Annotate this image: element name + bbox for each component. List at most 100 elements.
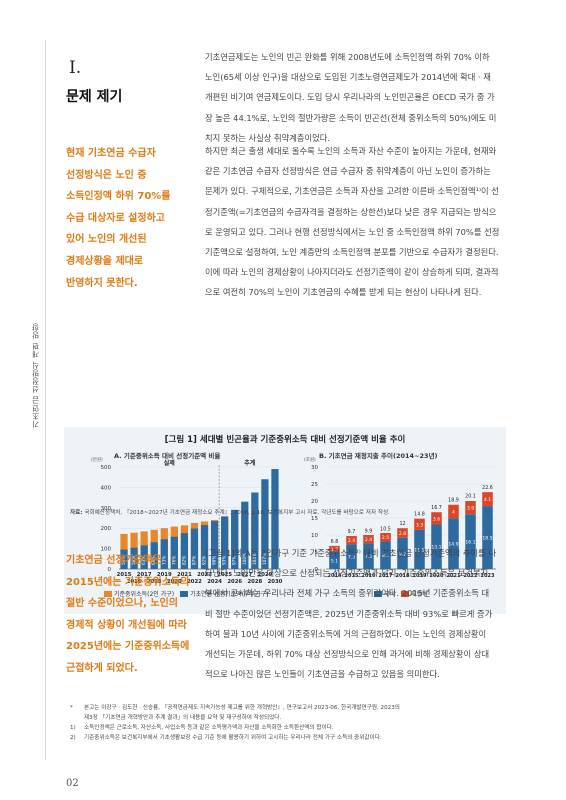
highlight-line: 현재 기초연금 수급자 bbox=[66, 148, 156, 159]
legend-label: 기준중위소득(2인 가구) bbox=[114, 591, 175, 598]
bar-local bbox=[431, 512, 442, 525]
legend-label: 국비 bbox=[384, 591, 396, 598]
unit-label-b: (조원) bbox=[304, 456, 316, 463]
text-line: 타낸다. 노인만을 대상으로 산정되는 선정기준액과 달리, 기준중위소득은 보… bbox=[205, 568, 489, 579]
highlight-line: 절반 수준이었으나, 노인의 bbox=[66, 598, 178, 610]
legend-swatch bbox=[180, 590, 189, 597]
side-running-title: 기초연금 선정방식 개편 방향 bbox=[31, 323, 40, 428]
footnote: 1) 소득인정액은 근로소득, 자산소득, 사업소득 등과 같은 소득평가액과 자… bbox=[70, 723, 400, 733]
x-tick-label: 2029 bbox=[258, 572, 273, 578]
data-label-local: 3.9 bbox=[467, 506, 474, 512]
panel-a-title: A. 기준중위소득 대비 선정기준액 비율 bbox=[114, 452, 221, 460]
bar-threshold bbox=[180, 533, 189, 569]
footnote-text: 기준중위소득은 보건복지부에서 기초생활보장 수급 기준 등에 활용하기 위하여… bbox=[84, 735, 382, 741]
highlight-line: 있어 노인의 개선된 bbox=[66, 234, 147, 246]
x-tick-label: 2025 bbox=[217, 572, 232, 578]
bar-national bbox=[329, 551, 340, 569]
x-tick-label: 2015 bbox=[117, 572, 132, 578]
data-label-local: 2.4 bbox=[348, 538, 355, 544]
data-label-national: 8.1 bbox=[382, 553, 389, 559]
highlight-line: 선정방식은 노인 중 bbox=[66, 169, 147, 181]
bar-threshold bbox=[251, 492, 259, 569]
text-line: 개선되는 가운데, 하위 70% 대상 선정방식으로 인해 과거에 비해 경제상… bbox=[205, 649, 490, 660]
text-line: [그림 1]의 A는 2인가구 기준 기준중위소득²⁾ 대비 기초연금 선정기준… bbox=[205, 548, 497, 558]
highlight-line: 수급 대상자로 설정하고 bbox=[66, 212, 165, 224]
bar-national bbox=[397, 537, 408, 569]
data-label-local: 4 bbox=[452, 510, 455, 516]
highlight-line: 반영하지 못한다. bbox=[66, 277, 138, 289]
legend-swatch bbox=[374, 590, 382, 597]
region-label-projection: 추계 bbox=[244, 459, 256, 467]
bar-threshold bbox=[261, 479, 269, 569]
x-tick-label: 2017 bbox=[137, 572, 152, 578]
ratio-label: 73% bbox=[161, 556, 166, 565]
bar-national bbox=[465, 514, 476, 569]
bar-threshold bbox=[200, 525, 209, 569]
text-line: 기초연금제도는 노인의 빈곤 완화를 위해 2008년도에 소득인정액 하위 7… bbox=[205, 52, 490, 62]
data-label-total: 18.9 bbox=[448, 498, 459, 504]
ratio-label: 58% bbox=[131, 556, 136, 565]
bar-threshold bbox=[241, 501, 249, 569]
highlight-line: 경제적 상황이 개선됨에 따라 bbox=[66, 619, 187, 631]
legend-item-median-income: 기준중위소득(2인 가구) bbox=[104, 589, 174, 598]
bar-national bbox=[380, 541, 391, 569]
text-line: 하지만 최근 출생 세대로 올수록 노인의 소득과 자산 수준이 높아지는 가운… bbox=[205, 146, 497, 156]
text-line: 노인(65세 이상 인구)을 대상으로 도입된 기초노령연금제도가 2014년에… bbox=[205, 72, 491, 83]
legend-label: 기초연금 선정기준액(부부가구) bbox=[190, 591, 269, 598]
ratio-label: 97% bbox=[232, 556, 237, 565]
bar-local bbox=[380, 532, 391, 542]
bar-threshold bbox=[170, 536, 178, 569]
figure-title: [그림 1] 세대별 빈곤율과 기준중위소득 대비 선정기준액 비율 추이 bbox=[164, 435, 406, 445]
x-tick-label: 2018 bbox=[396, 573, 410, 579]
y-tick-label: 10 bbox=[311, 533, 318, 539]
highlight-line: 기초연금 선정기준액은 bbox=[66, 555, 162, 566]
bar-national bbox=[448, 518, 459, 569]
region-label-actual: 실제 bbox=[164, 459, 176, 467]
bar-threshold bbox=[190, 528, 199, 569]
ratio-label: 104% bbox=[252, 553, 257, 565]
text-line: 기준액으로 설정하여, 노인 계층만의 소득인정액 분포를 기반으로 수급자가 … bbox=[205, 247, 499, 258]
highlight-line: 경제상황을 제대로 bbox=[66, 255, 144, 267]
legend-swatch bbox=[401, 590, 410, 597]
legend-panel-a: 기준중위소득(2인 가구) 기초연금 선정기준액(부부가구) bbox=[104, 589, 268, 598]
bar-local bbox=[465, 501, 476, 515]
y-tick-label: 0 bbox=[315, 567, 319, 573]
text-line: 으로 여전히 70%의 노인이 기초연금의 수혜를 받게 되는 현상이 나타나게… bbox=[205, 287, 482, 298]
ratio-label: 82% bbox=[181, 556, 186, 565]
x-tick-label: 2023 bbox=[481, 573, 495, 579]
data-label-total: 10.5 bbox=[380, 526, 391, 532]
x-tick-label: 2018 bbox=[147, 579, 162, 585]
text-line: 비 절반 수준이었던 선정기준액은, 2025년 기준중위소득 대비 93%로 … bbox=[205, 608, 493, 619]
y-tick-label: 20 bbox=[311, 499, 318, 505]
data-label-total: 9.7 bbox=[348, 529, 356, 535]
data-label-national: 14.9 bbox=[448, 542, 458, 548]
section-number: I. bbox=[69, 58, 82, 78]
data-label-local: 3.6 bbox=[433, 516, 440, 522]
footnote: * 본고는 이강구 · 김도헌 · 신승룡, 『공적연금제도 지속가능성 제고를 … bbox=[70, 703, 400, 713]
y-tick-label: 15 bbox=[311, 516, 318, 522]
data-label-national: 7.3 bbox=[348, 555, 355, 561]
x-tick-label: 2022 bbox=[464, 573, 478, 579]
source-label: 자료: bbox=[70, 510, 83, 516]
y-tick-label: 30 bbox=[311, 465, 318, 471]
bar-threshold bbox=[231, 509, 239, 569]
x-tick-label: 2021 bbox=[177, 572, 192, 578]
bar-national bbox=[482, 506, 493, 569]
bar-threshold bbox=[210, 521, 219, 569]
x-tick-label: 2021 bbox=[447, 573, 461, 579]
bar-national bbox=[414, 529, 425, 569]
text-line: 치지 못하는 사실상 취약계층이었다. bbox=[205, 132, 331, 143]
x-tick-label: 2030 bbox=[268, 579, 283, 585]
highlight-line: 소득인정액 하위 70%를 bbox=[66, 191, 171, 203]
x-tick-label: 2027 bbox=[237, 572, 252, 578]
footnote-mark: 1) bbox=[70, 725, 76, 731]
unit-label-a: (만원) bbox=[91, 456, 103, 463]
y-tick-label: 5 bbox=[315, 550, 319, 556]
bar-local bbox=[482, 492, 493, 507]
data-label-national: 9.2 bbox=[399, 551, 406, 557]
x-tick-label: 2026 bbox=[227, 579, 242, 585]
footnote-mark: * bbox=[70, 705, 73, 711]
bar-local bbox=[329, 545, 340, 552]
bar-local bbox=[397, 528, 408, 538]
footnote-mark: 2) bbox=[70, 735, 76, 741]
